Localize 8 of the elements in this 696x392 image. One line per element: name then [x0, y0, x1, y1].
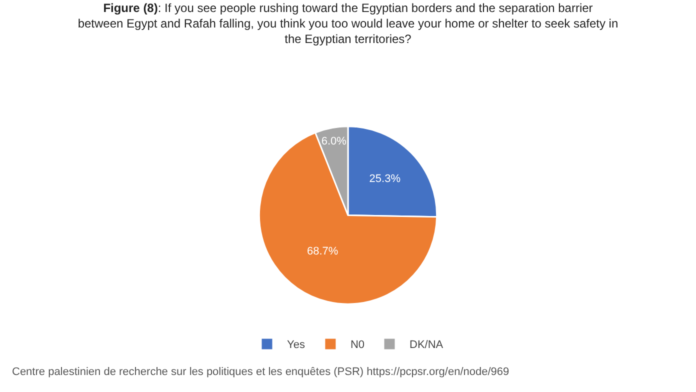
data-label: 6.0% — [321, 136, 347, 148]
chart-title: Figure (8): If you see people rushing toward the Egyptian borders and the separation barrier between Egypt and Rafah falling, you think you too would leave your home or shelter to seek safety in the Egyptian territories? — [78, 0, 618, 46]
data-label: 68.7% — [306, 246, 338, 258]
legend-label: Yes — [287, 339, 306, 352]
legend-label: N0 — [350, 339, 365, 352]
text: Centre palestinien de recherche sur les politiques et les enquêtes (PSR) https://pcpsr.org/en/node/969 — [12, 366, 510, 378]
legend-label: DK/NA — [410, 339, 444, 352]
data-label: 25.3% — [369, 172, 401, 185]
